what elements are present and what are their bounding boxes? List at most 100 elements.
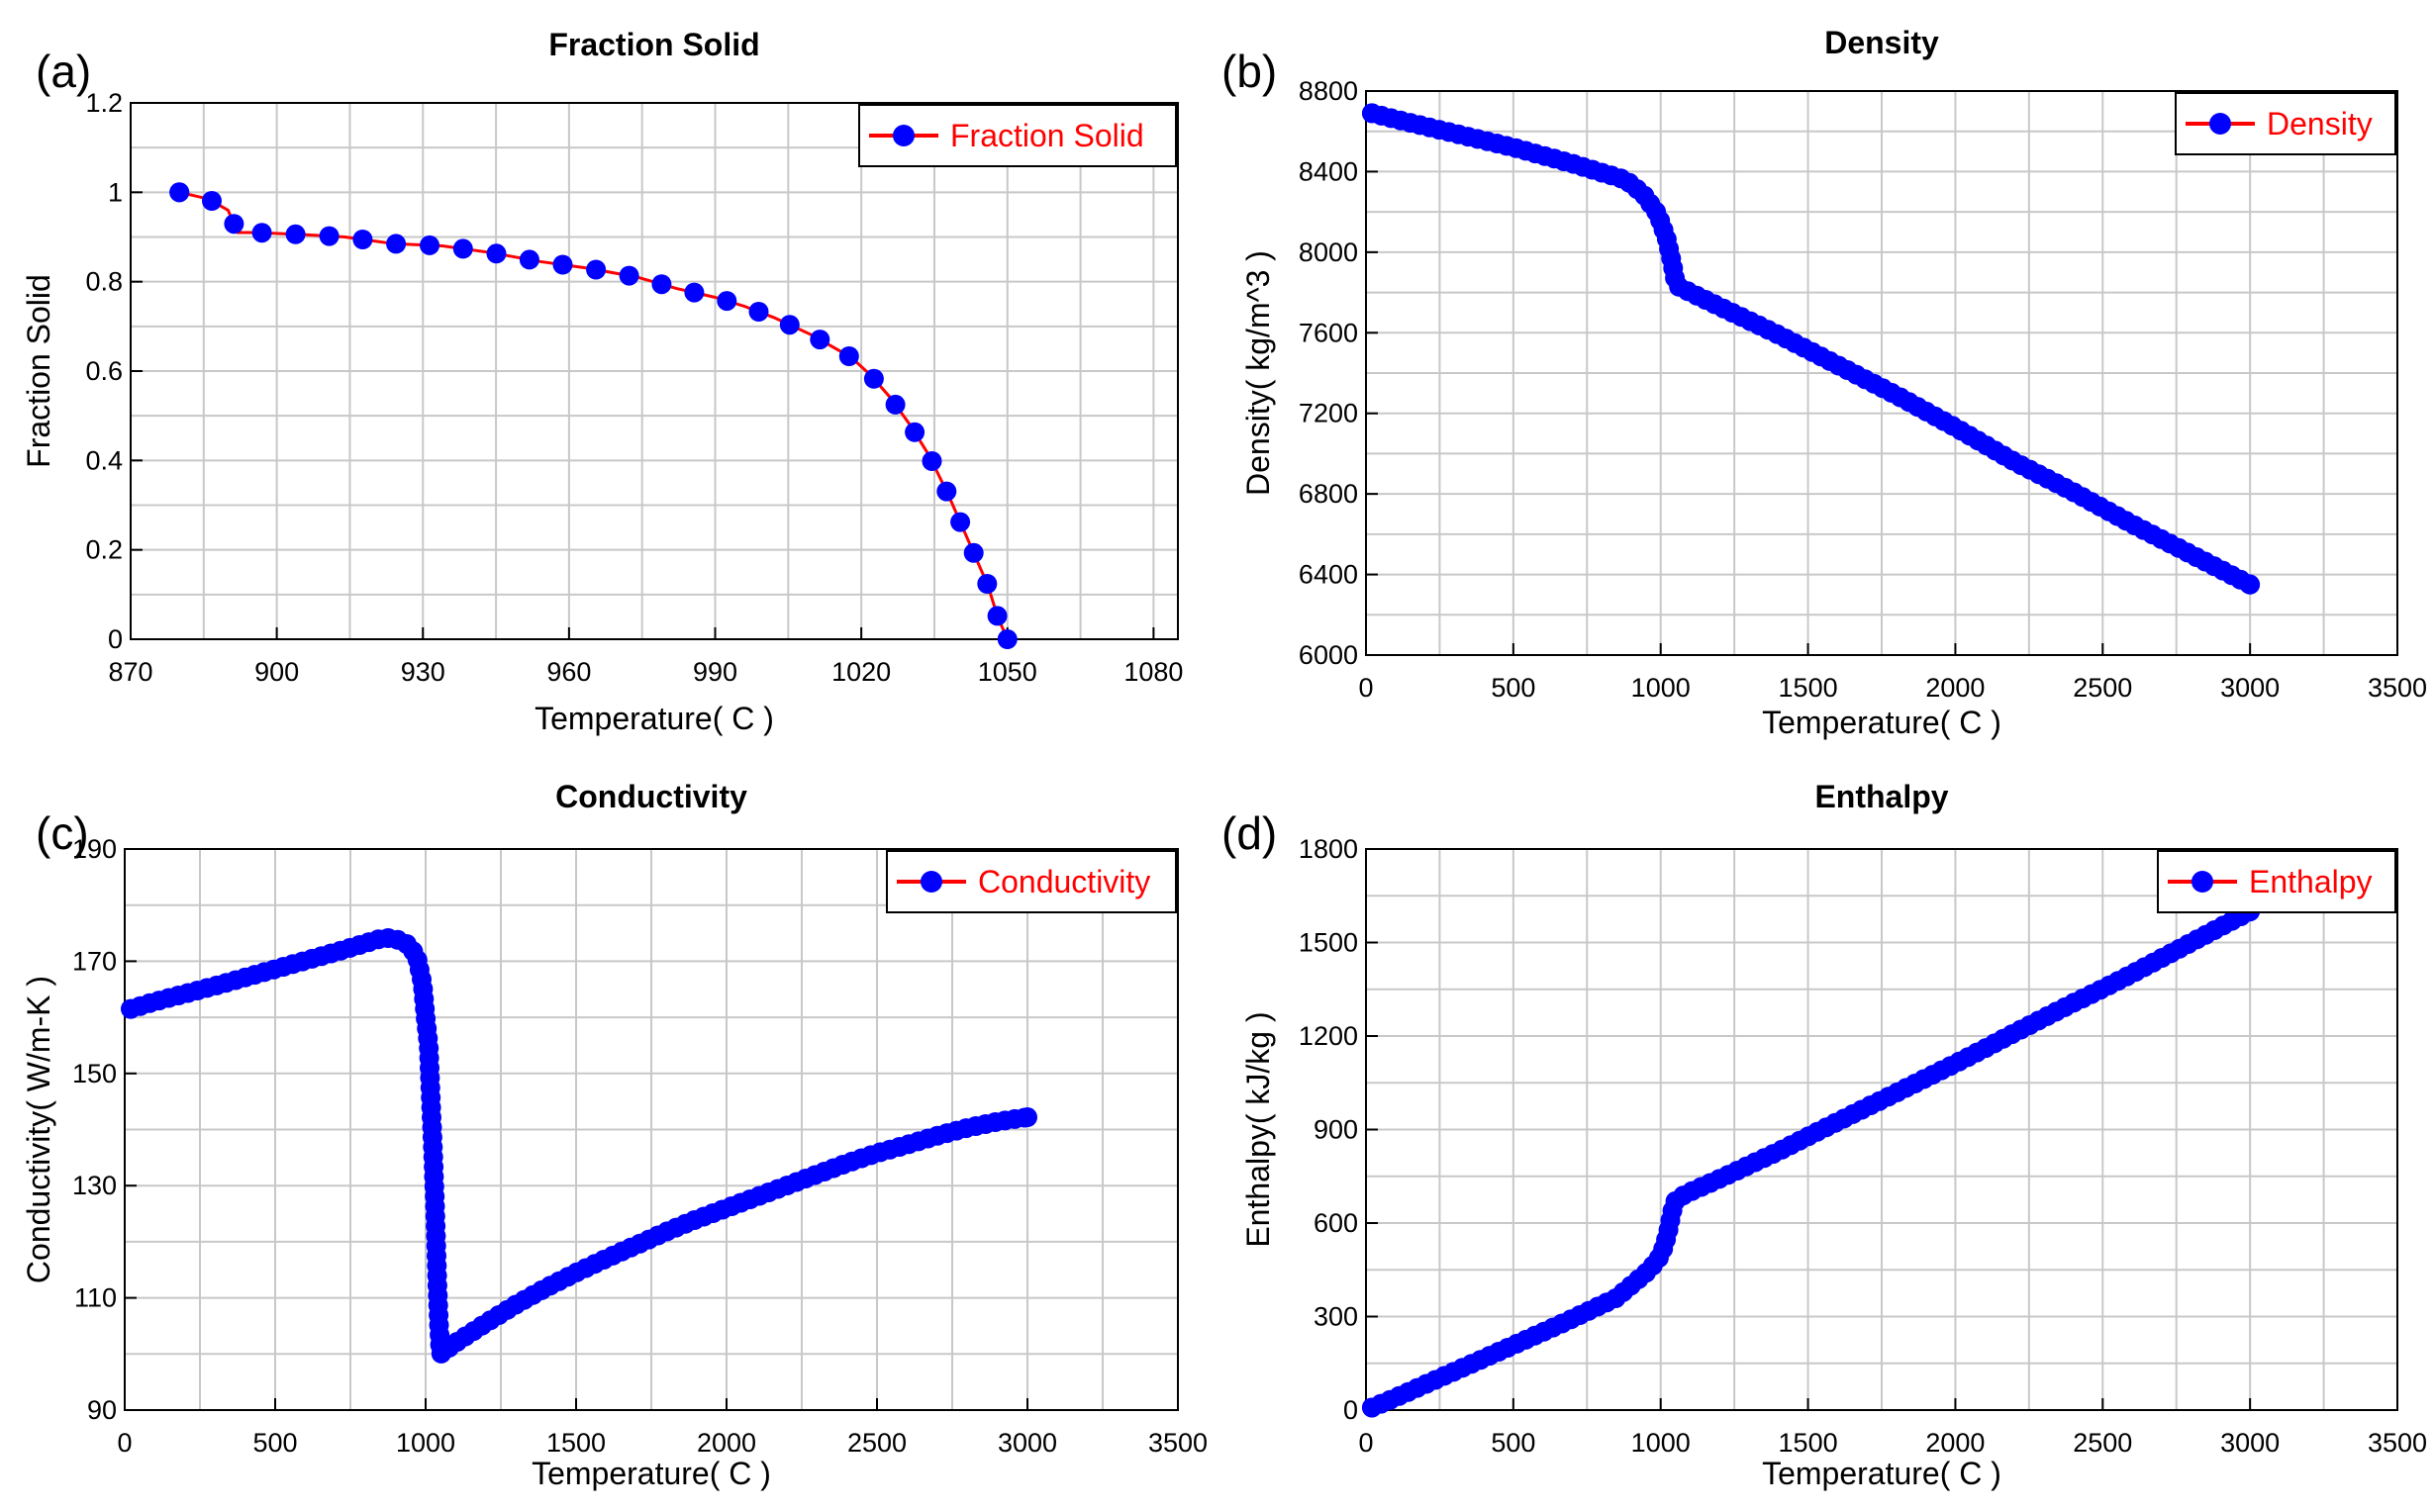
y-tick-label: 7200 [1299, 399, 1358, 428]
chart-title: Density [1824, 25, 1939, 60]
x-tick-label: 500 [1491, 673, 1535, 703]
data-point [352, 230, 373, 249]
data-point [987, 606, 1008, 626]
x-tick-label: 1500 [1779, 1428, 1838, 1458]
data-point [748, 302, 769, 322]
data-point [619, 265, 639, 286]
x-tick-label: 500 [252, 1428, 297, 1458]
data-point [486, 243, 507, 264]
legend-marker [2192, 871, 2213, 893]
legend: Enthalpy [2157, 850, 2396, 913]
y-tick-label: 150 [72, 1059, 117, 1088]
data-point [684, 282, 705, 303]
data-point [251, 223, 272, 243]
data-point [885, 394, 906, 415]
legend: Fraction Solid [858, 104, 1177, 167]
data-point [224, 214, 244, 235]
legend-marker [2209, 113, 2231, 135]
series-markers [1361, 103, 2261, 595]
y-tick-label: 900 [1314, 1115, 1358, 1145]
data-point [922, 451, 942, 471]
grid [1366, 91, 2397, 655]
data-point [1018, 1107, 1037, 1128]
series-markers [1361, 901, 2261, 1418]
y-tick-label: 0.6 [85, 356, 123, 386]
data-point [717, 291, 737, 312]
x-tick-label: 1500 [1779, 673, 1838, 703]
x-tick-label: 2000 [697, 1428, 756, 1458]
y-tick-label: 110 [74, 1283, 117, 1313]
y-tick-label: 6400 [1299, 560, 1358, 590]
chart-panel-2: 0 500 1000 1500 2000 2500 3000 3500 6000 6400 6800… [1221, 25, 2427, 740]
data-point [202, 191, 222, 211]
x-tick-label: 900 [254, 657, 299, 687]
series-markers [169, 182, 1018, 649]
y-tick-label: 0 [108, 624, 123, 654]
chart-panel-4: 0 500 1000 1500 2000 2500 3000 3500 0 300 600 900 12… [1221, 779, 2427, 1491]
panel-label: (a) [36, 46, 91, 97]
x-tick-label: 990 [693, 657, 737, 687]
x-tick-label: 3000 [998, 1428, 1057, 1458]
chart-panel-3: 0 500 1000 1500 2000 2500 3000 3500 90 110 130 150 1… [21, 779, 1208, 1491]
data-point [420, 235, 439, 255]
y-tick-label: 6800 [1299, 479, 1358, 509]
x-tick-label: 960 [546, 657, 591, 687]
y-tick-label: 130 [72, 1171, 117, 1200]
x-tick-label: 0 [117, 1428, 132, 1458]
legend-label: Fraction Solid [950, 118, 1144, 153]
y-tick-label: 1.2 [85, 88, 123, 118]
panel-label: (b) [1221, 46, 1277, 97]
legend: Density [2175, 92, 2396, 155]
x-tick-label: 1050 [978, 657, 1037, 687]
x-tick-label: 1000 [1631, 673, 1691, 703]
y-tick-label: 8800 [1299, 76, 1358, 106]
data-point [651, 274, 672, 295]
x-tick-label: 2000 [1925, 1428, 1985, 1458]
axes-frame [1365, 90, 2398, 656]
data-point [810, 330, 830, 350]
chart-title: Fraction Solid [548, 27, 759, 62]
x-tick-label: 1000 [396, 1428, 455, 1458]
data-point [586, 259, 607, 280]
y-tick-label: 1500 [1299, 928, 1358, 958]
grid [1366, 849, 2397, 1410]
x-tick-label: 3500 [2368, 1428, 2427, 1458]
data-point [977, 574, 998, 594]
legend-marker [921, 871, 942, 893]
x-tick-label: 870 [108, 657, 152, 687]
data-point [452, 238, 473, 259]
x-axis-label: Temperature( C ) [1762, 705, 2001, 740]
x-tick-label: 1020 [831, 657, 891, 687]
y-axis-label: Conductivity( W/m-K ) [21, 976, 56, 1283]
y-tick-label: 1800 [1299, 834, 1358, 864]
x-tick-label: 3000 [2220, 1428, 2280, 1458]
data-point [285, 224, 306, 244]
x-axis-label: Temperature( C ) [532, 1456, 771, 1491]
y-tick-label: 600 [1314, 1208, 1358, 1238]
x-tick-label: 2000 [1925, 673, 1985, 703]
y-tick-label: 0.8 [85, 267, 123, 297]
x-axis-label: Temperature( C ) [535, 701, 774, 736]
x-tick-label: 2500 [2073, 673, 2132, 703]
data-point [169, 182, 190, 203]
y-tick-label: 8400 [1299, 156, 1358, 186]
data-point [905, 422, 925, 442]
x-tick-label: 1000 [1631, 1428, 1691, 1458]
y-tick-label: 7600 [1299, 318, 1358, 347]
data-point [519, 249, 539, 270]
legend: Conductivity [886, 850, 1177, 913]
y-tick-label: 90 [87, 1395, 117, 1425]
data-point [963, 542, 984, 563]
y-tick-label: 0.4 [85, 445, 123, 475]
grid [131, 103, 1178, 639]
legend-marker [893, 125, 915, 146]
series-markers [121, 928, 1037, 1364]
data-point [386, 234, 407, 254]
x-tick-label: 1500 [546, 1428, 606, 1458]
y-axis-label: Fraction Solid [21, 274, 56, 468]
x-tick-label: 0 [1358, 673, 1373, 703]
y-tick-label: 8000 [1299, 237, 1358, 267]
data-point [552, 254, 573, 275]
y-tick-label: 190 [72, 834, 117, 864]
x-tick-label: 2500 [2073, 1428, 2132, 1458]
